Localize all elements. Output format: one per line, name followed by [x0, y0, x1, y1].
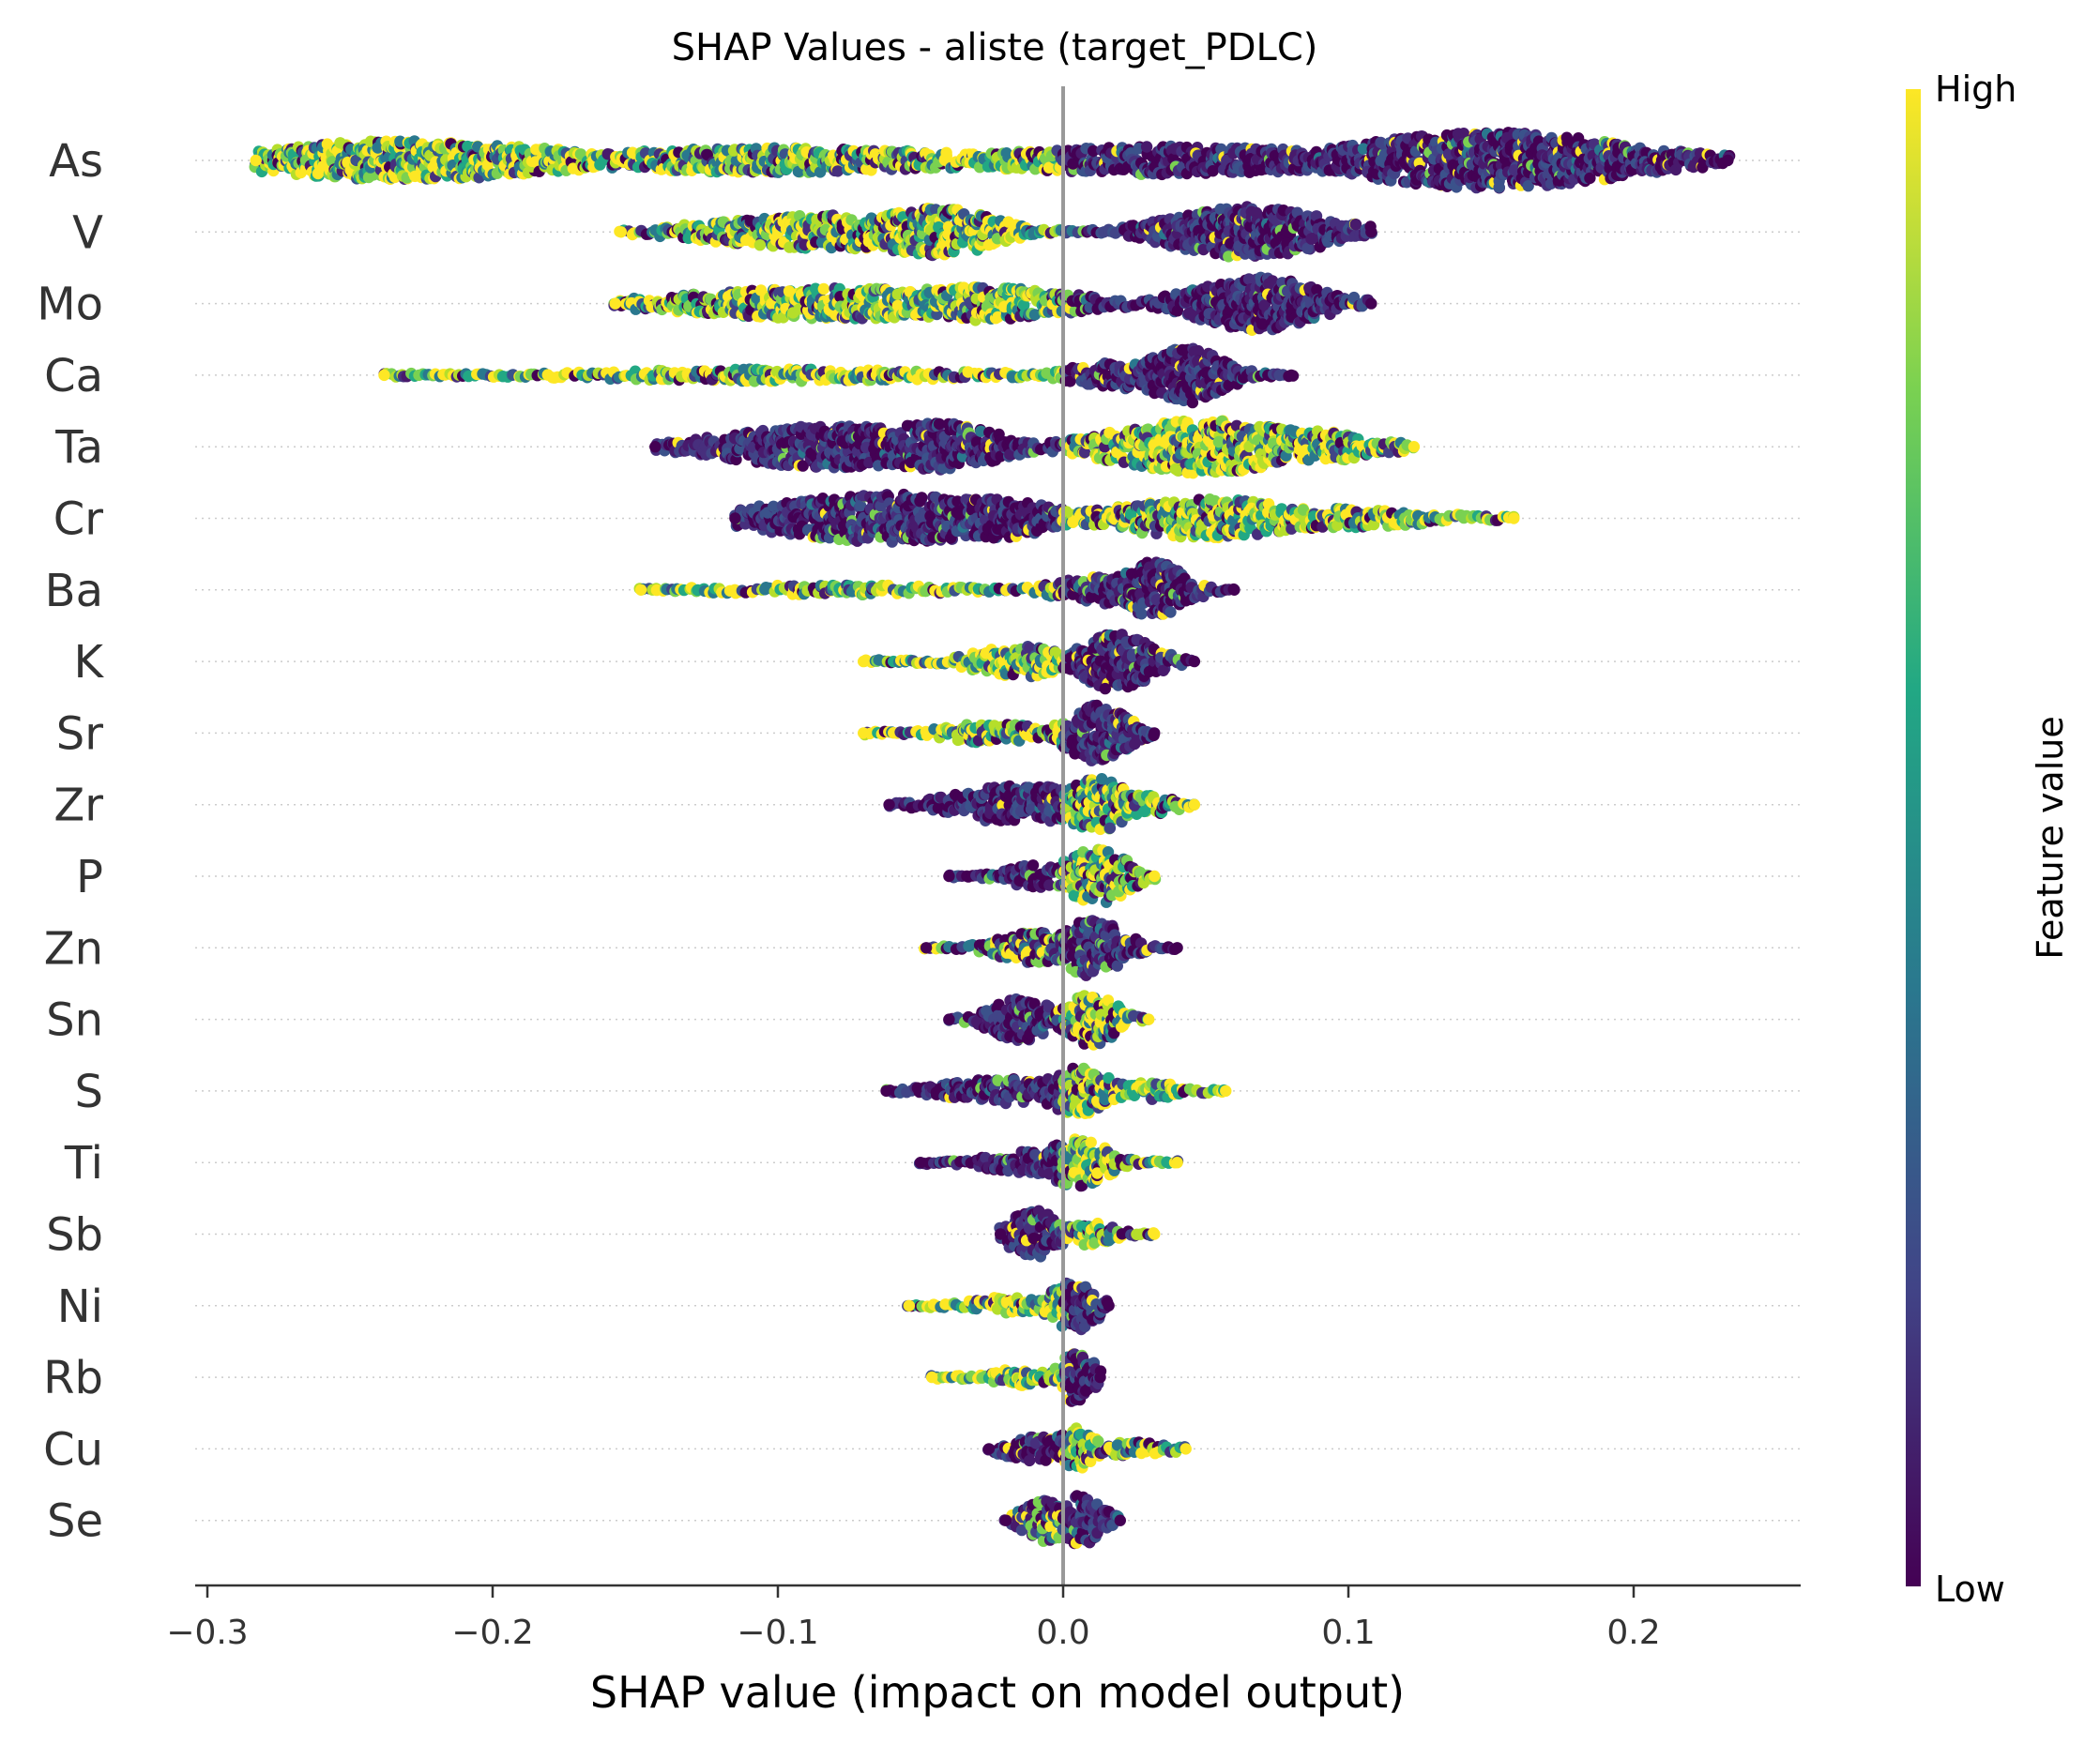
feature-label-ca: Ca: [44, 350, 103, 402]
feature-label-sn: Sn: [46, 994, 103, 1047]
feature-rows: As V Mo Ca Ta Cr Ba K Sr Zr P Zn Sn S Ti Sb Ni Rb Cu Se: [37, 135, 1801, 1548]
beeswarm-mo: [608, 271, 1377, 336]
beeswarm-dots: [249, 127, 1736, 1550]
feature-label-p: P: [76, 851, 103, 903]
shap-point-extreme: [615, 226, 627, 238]
feature-label-cr: Cr: [53, 493, 104, 546]
feature-label-as: As: [49, 135, 103, 188]
shap-point: [1493, 181, 1505, 193]
shap-point-extreme: [250, 154, 262, 167]
shap-point: [940, 149, 952, 162]
feature-label-cu: Cu: [43, 1423, 103, 1476]
shap-point-extreme: [1722, 154, 1734, 167]
beeswarm-v: [614, 201, 1378, 263]
feature-label-se: Se: [47, 1495, 103, 1548]
shap-point: [1140, 141, 1153, 153]
feature-label-rb: Rb: [43, 1352, 103, 1404]
shap-point-extreme: [609, 297, 621, 310]
shap-point-extreme: [1286, 369, 1298, 382]
shap-point: [831, 165, 844, 177]
shap-point-extreme: [1365, 297, 1377, 310]
feature-label-zn: Zn: [44, 922, 103, 975]
shap-point: [753, 239, 767, 251]
feature-label-sr: Sr: [56, 707, 103, 760]
shap-point-extreme: [1365, 226, 1377, 238]
beeswarm-ca: [378, 342, 1300, 409]
feature-label-ba: Ba: [45, 565, 103, 617]
feature-label-s: S: [75, 1066, 103, 1118]
feature-label-ta: Ta: [54, 421, 103, 474]
shap-point: [817, 282, 829, 296]
feature-label-mo: Mo: [37, 279, 103, 331]
feature-label-ti: Ti: [64, 1137, 103, 1190]
feature-label-v: V: [72, 206, 103, 259]
feature-label-k: K: [74, 636, 105, 689]
feature-label-sb: Sb: [46, 1209, 103, 1262]
beeswarm-as: [249, 127, 1736, 194]
feature-label-zr: Zr: [53, 780, 103, 832]
beeswarm-ta: [649, 415, 1421, 479]
chart-title: SHAP Values - aliste (target_PDLC): [672, 26, 1318, 69]
shap-point-extreme: [378, 369, 390, 382]
feature-label-ni: Ni: [57, 1281, 103, 1333]
